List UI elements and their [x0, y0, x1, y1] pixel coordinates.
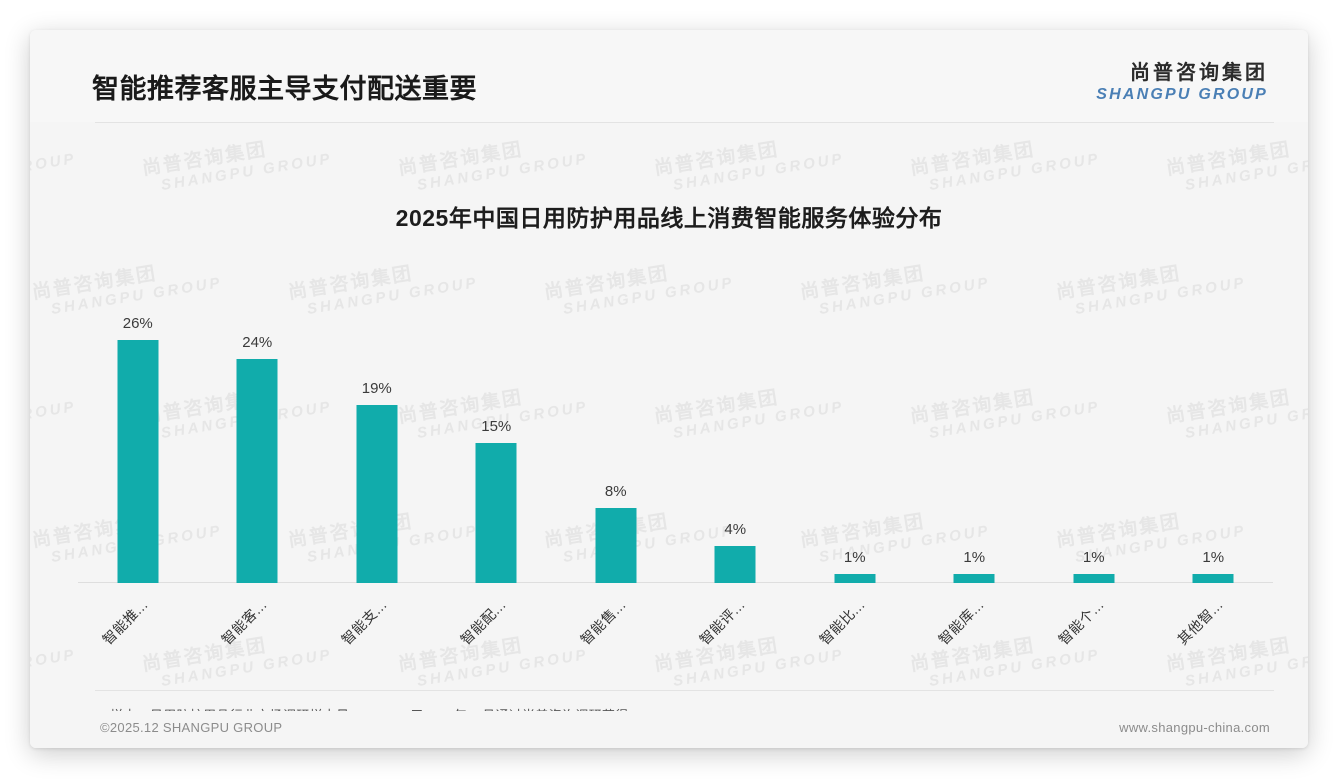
bar-item[interactable]: 8%: [595, 243, 637, 583]
bar-rect[interactable]: [714, 546, 756, 583]
footnote-divider: [95, 690, 1274, 691]
bar-slot: 1% 其他智...: [1154, 243, 1274, 648]
chart-section: 2025年中国日用防护用品线上消费智能服务体验分布 26% 智能推... 24% 智能…: [30, 123, 1308, 683]
bar-value-label: 26%: [122, 315, 153, 332]
bar-slot: 26% 智能推...: [78, 243, 198, 648]
bar-item[interactable]: 24%: [236, 243, 278, 583]
bar-rect[interactable]: [236, 359, 278, 583]
bar-slot: 19% 智能支...: [317, 243, 437, 648]
bar-value-label: 15%: [481, 418, 512, 435]
slide-footer: ©2025.12 SHANGPU GROUP www.shangpu-china…: [30, 711, 1308, 748]
bar-value-label: 1%: [1202, 549, 1225, 566]
brand-logo-cn: 尚普咨询集团: [1130, 62, 1268, 84]
x-axis-line: [78, 582, 1273, 583]
bar-slot: 1% 智能库...: [915, 243, 1035, 648]
bar-item[interactable]: 19%: [356, 243, 398, 583]
brand-logo-en: SHANGPU GROUP: [1096, 86, 1268, 103]
x-axis-tick-label: 智能支...: [338, 596, 390, 648]
x-axis-tick-label: 智能评...: [696, 596, 748, 648]
page-title: 智能推荐客服主导支付配送重要: [92, 74, 477, 104]
bar-slot: 1% 智能比...: [795, 243, 915, 648]
x-axis-tick-label: 其他智...: [1174, 596, 1226, 648]
bar-rect[interactable]: [595, 508, 637, 583]
copyright-text: ©2025.12 SHANGPU GROUP: [100, 720, 283, 735]
bar-value-label: 24%: [242, 334, 273, 351]
bar-slot: 4% 智能评...: [676, 243, 796, 648]
bar-rect[interactable]: [1192, 574, 1234, 583]
bar-value-label: 19%: [361, 380, 392, 397]
header-divider: [95, 122, 1274, 123]
x-axis-tick-label: 智能比...: [816, 596, 868, 648]
bar-chart-plot: 26% 智能推... 24% 智能客... 19% 智能支... 15% 智能配... 8% 智能…: [78, 243, 1274, 648]
website-link[interactable]: www.shangpu-china.com: [1119, 720, 1270, 735]
bar-slot: 8% 智能售...: [556, 243, 676, 648]
x-axis-tick-label: 智能库...: [935, 596, 987, 648]
bar-item[interactable]: 15%: [475, 243, 517, 583]
x-axis-tick-label: 智能售...: [577, 596, 629, 648]
x-axis-tick-label: 智能个...: [1055, 596, 1107, 648]
x-axis-tick-label: 智能客...: [218, 596, 270, 648]
bar-rect[interactable]: [475, 443, 517, 583]
bar-value-label: 1%: [963, 549, 986, 566]
bar-value-label: 4%: [724, 521, 747, 538]
bar-item[interactable]: 4%: [714, 243, 756, 583]
bar-value-label: 1%: [843, 549, 866, 566]
bar-rect[interactable]: [1073, 574, 1115, 583]
bar-item[interactable]: 26%: [117, 243, 159, 583]
bar-slot: 15% 智能配...: [437, 243, 557, 648]
bar-item[interactable]: 1%: [834, 243, 876, 583]
slide-header: 智能推荐客服主导支付配送重要 尚普咨询集团 SHANGPU GROUP: [30, 30, 1308, 122]
bar-rect[interactable]: [953, 574, 995, 583]
bar-slot: 24% 智能客...: [198, 243, 318, 648]
bar-item[interactable]: 1%: [1073, 243, 1115, 583]
x-axis-tick-label: 智能配...: [457, 596, 509, 648]
bar-rect[interactable]: [117, 340, 159, 583]
bar-rect[interactable]: [356, 405, 398, 583]
bar-value-label: 1%: [1082, 549, 1105, 566]
bar-value-label: 8%: [604, 483, 627, 500]
brand-logo: 尚普咨询集团 SHANGPU GROUP: [1096, 62, 1268, 104]
x-axis-tick-label: 智能推...: [99, 596, 151, 648]
bar-item[interactable]: 1%: [953, 243, 995, 583]
chart-title: 2025年中国日用防护用品线上消费智能服务体验分布: [395, 205, 943, 231]
bar-rect[interactable]: [834, 574, 876, 583]
bar-item[interactable]: 1%: [1192, 243, 1234, 583]
bar-slot: 1% 智能个...: [1034, 243, 1154, 648]
